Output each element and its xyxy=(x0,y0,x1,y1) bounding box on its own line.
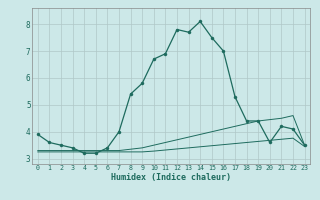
X-axis label: Humidex (Indice chaleur): Humidex (Indice chaleur) xyxy=(111,173,231,182)
